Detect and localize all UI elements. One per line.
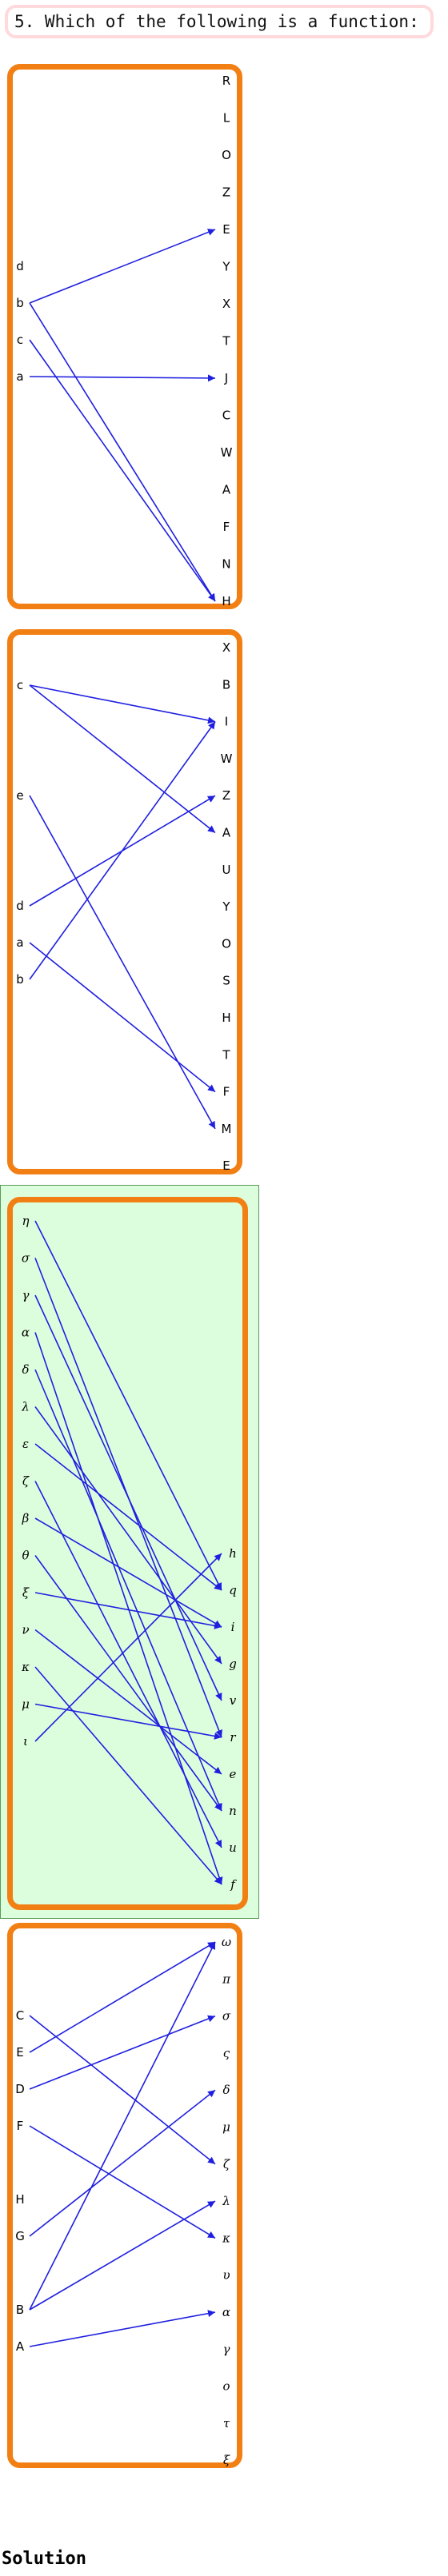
question-prompt: 5. Which of the following is a function: <box>5 5 434 38</box>
diagram-2-frame[interactable] <box>7 629 242 1174</box>
diagram-3-frame[interactable] <box>7 1197 248 1910</box>
diagram-4-frame[interactable] <box>7 1923 242 2468</box>
diagram-1-frame[interactable] <box>7 64 242 609</box>
solution-heading: Solution <box>2 2549 86 2569</box>
question-text: 5. Which of the following is a function: <box>14 12 419 31</box>
